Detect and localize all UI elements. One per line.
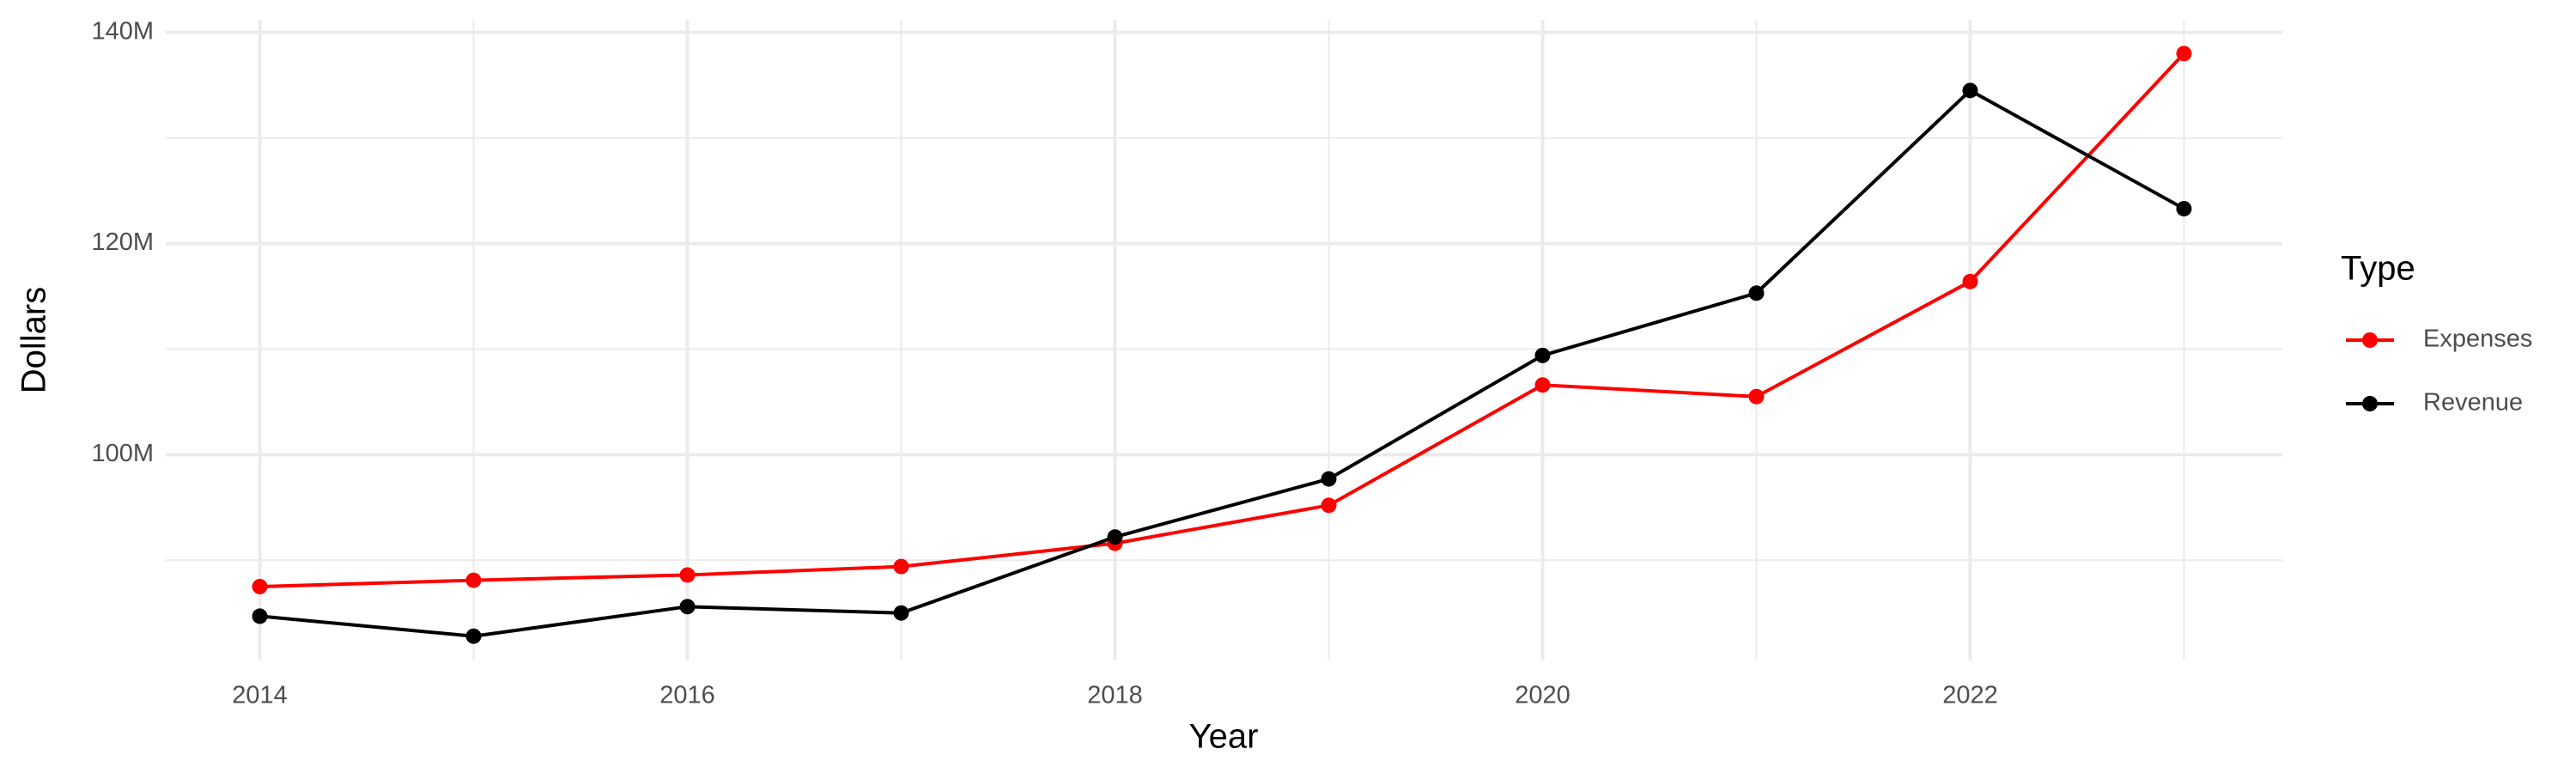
data-point <box>1748 388 1765 405</box>
data-point <box>1962 273 1978 289</box>
data-point <box>893 558 909 575</box>
data-point <box>465 628 482 644</box>
data-point <box>1107 529 1123 545</box>
data-point <box>2176 200 2192 216</box>
plot-area <box>252 46 2192 644</box>
grid <box>166 20 2282 660</box>
data-point <box>679 567 696 583</box>
series-line <box>259 88 2185 638</box>
data-point <box>1534 347 1551 363</box>
data-point <box>679 599 696 615</box>
data-point <box>465 572 482 588</box>
data-point <box>1962 82 1978 99</box>
legend-key-point <box>2362 332 2378 348</box>
y-tick-label: 120M <box>91 228 154 256</box>
x-axis-title: Year <box>1189 718 1259 756</box>
data-point <box>1321 497 1337 514</box>
data-point <box>1748 285 1765 301</box>
legend-key-point <box>2362 396 2378 411</box>
legend-label: Revenue <box>2423 389 2523 417</box>
data-point <box>1321 471 1337 487</box>
x-tick-label: 2014 <box>232 682 288 709</box>
data-point <box>252 578 268 594</box>
y-tick-label: 100M <box>91 440 154 467</box>
x-tick-label: 2016 <box>659 682 715 709</box>
y-tick-label: 140M <box>91 17 154 45</box>
data-point <box>1534 377 1551 393</box>
x-tick-label: 2022 <box>1942 682 1998 709</box>
data-point <box>252 608 268 624</box>
y-axis-title: Dollars <box>15 287 53 393</box>
data-point <box>893 605 909 621</box>
legend-label: Expenses <box>2423 326 2532 353</box>
legend-title: Type <box>2341 250 2415 288</box>
data-point <box>2176 46 2192 62</box>
series-line <box>259 52 2185 588</box>
x-tick-label: 2018 <box>1087 682 1143 709</box>
x-tick-label: 2020 <box>1515 682 1571 709</box>
